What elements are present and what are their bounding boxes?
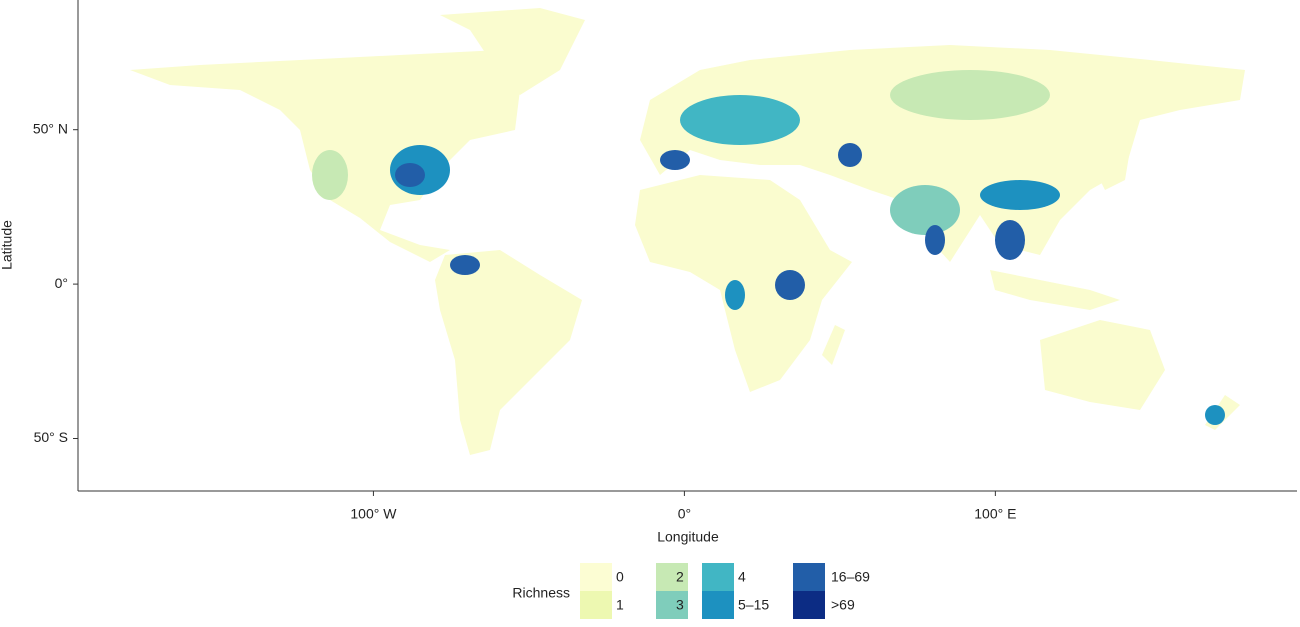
patch	[312, 150, 348, 200]
legend-label: 5–15	[738, 597, 769, 613]
legend-label: 1	[616, 597, 624, 613]
legend-swatch	[656, 591, 688, 619]
y-axis-label: Latitude	[0, 220, 15, 270]
x-tick-label: 100° W	[350, 506, 397, 522]
x-tick-label: 100° E	[974, 506, 1016, 522]
legend-label: 4	[738, 569, 746, 585]
x-tick-label: 0°	[678, 506, 691, 522]
legend-swatch	[656, 563, 688, 591]
patch	[925, 225, 945, 255]
legend-label: >69	[831, 597, 855, 613]
patch	[680, 95, 800, 145]
greenland	[440, 8, 585, 95]
legend-swatch	[793, 591, 825, 619]
australia	[1040, 320, 1165, 410]
legend-title: Richness	[512, 585, 570, 601]
legend-swatch	[702, 563, 734, 591]
richness-patches	[312, 70, 1225, 425]
eurasia	[640, 45, 1245, 262]
british-isles	[655, 98, 675, 125]
south-america	[435, 250, 582, 455]
land	[130, 8, 1245, 455]
legend-label: 3	[676, 597, 684, 613]
y-tick-label: 50° S	[34, 429, 68, 445]
legend-label: 16–69	[831, 569, 870, 585]
patch	[890, 185, 960, 235]
japan	[1100, 140, 1130, 190]
patch	[660, 150, 690, 170]
patch	[890, 70, 1050, 120]
patch	[1205, 405, 1225, 425]
indonesia	[990, 270, 1120, 310]
patch	[838, 143, 862, 167]
legend-swatch	[793, 563, 825, 591]
patch	[775, 270, 805, 300]
patch	[725, 280, 745, 310]
patch	[450, 255, 480, 275]
y-tick-label: 50° N	[33, 120, 68, 136]
legend-swatch	[580, 563, 612, 591]
legend-label: 0	[616, 569, 624, 585]
patch	[995, 220, 1025, 260]
legend-swatch	[580, 591, 612, 619]
legend-swatch	[702, 591, 734, 619]
x-axis-label: Longitude	[657, 529, 719, 545]
legend-label: 2	[676, 569, 684, 585]
y-tick-label: 0°	[55, 275, 68, 291]
patch	[980, 180, 1060, 210]
madagascar	[822, 325, 845, 365]
africa	[635, 175, 852, 392]
patch	[395, 163, 425, 187]
